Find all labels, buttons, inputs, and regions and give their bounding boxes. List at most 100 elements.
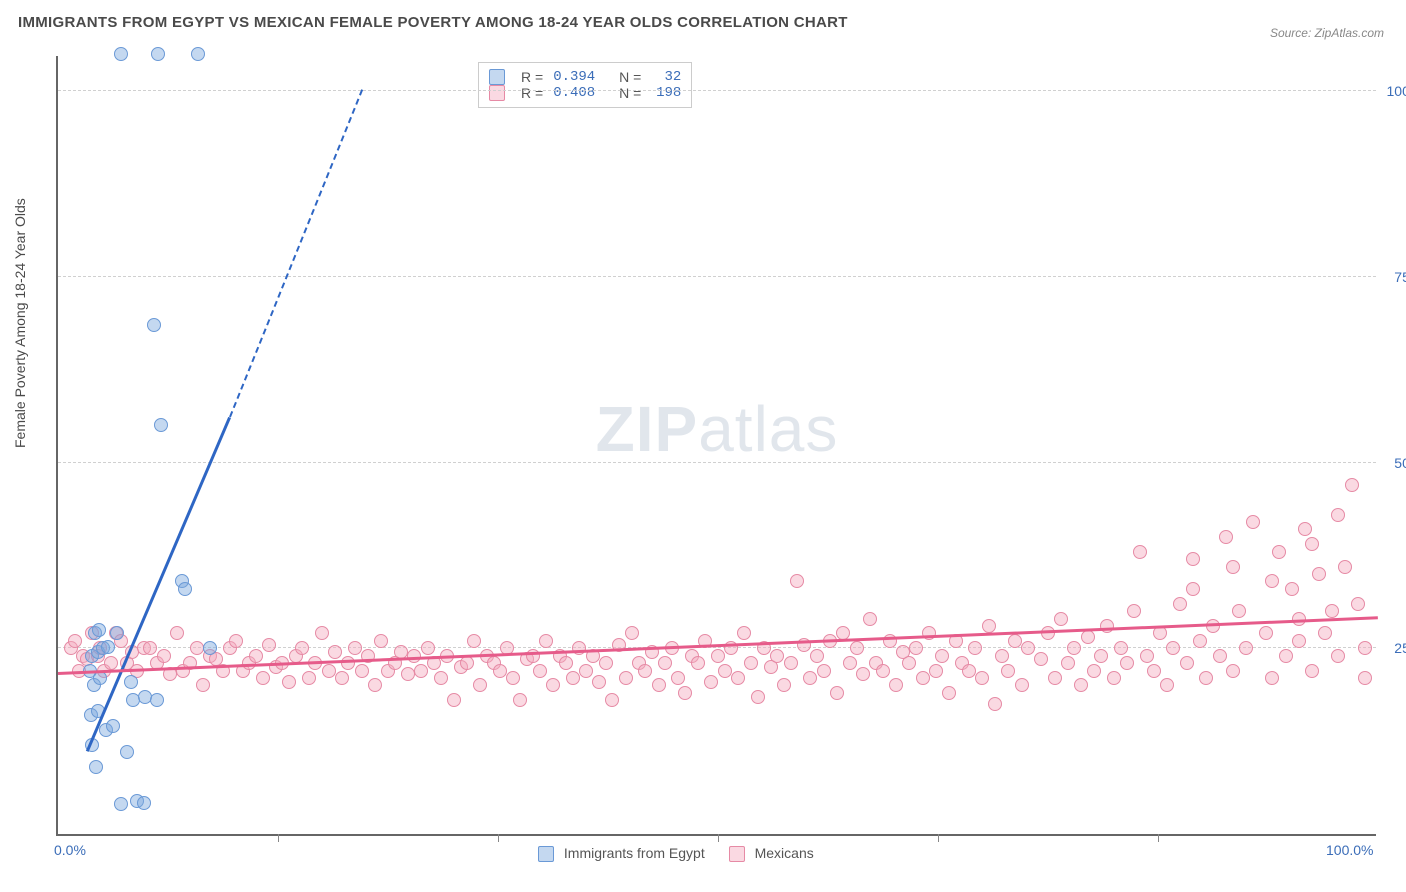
stat-label: R = [521,69,543,85]
point-mexicans [1186,582,1200,596]
point-mexicans [1358,671,1372,685]
point-mexicans [579,664,593,678]
stat-label: N = [619,69,641,85]
point-mexicans [1305,537,1319,551]
trendline-egypt-ext [229,90,363,418]
point-mexicans [1081,630,1095,644]
gridline-h [58,90,1376,91]
point-mexicans [942,686,956,700]
point-mexicans [975,671,989,685]
point-mexicans [1331,508,1345,522]
point-mexicans [929,664,943,678]
scatter-plot-area: ZIPatlas R = 0.394 N = 32 R = 0.408 N = … [56,56,1376,836]
point-mexicans [335,671,349,685]
tick-v [498,834,499,842]
point-mexicans [652,678,666,692]
point-mexicans [784,656,798,670]
point-mexicans [678,686,692,700]
point-mexicans [1219,530,1233,544]
legend-label: Immigrants from Egypt [564,845,705,861]
y-tick-label: 25.0% [1394,640,1406,656]
point-mexicans [1173,597,1187,611]
gridline-h [58,276,1376,277]
point-mexicans [1246,515,1260,529]
point-mexicans [968,641,982,655]
point-mexicans [810,649,824,663]
point-mexicans [473,678,487,692]
point-mexicans [434,671,448,685]
point-mexicans [803,671,817,685]
point-mexicans [1259,626,1273,640]
point-mexicans [770,649,784,663]
point-mexicans [546,678,560,692]
point-mexicans [566,671,580,685]
point-mexicans [282,675,296,689]
point-mexicans [1345,478,1359,492]
point-mexicans [1239,641,1253,655]
point-mexicans [68,634,82,648]
point-egypt [124,675,138,689]
point-mexicans [691,656,705,670]
point-mexicans [249,649,263,663]
point-mexicans [447,693,461,707]
point-mexicans [1180,656,1194,670]
point-mexicans [1206,619,1220,633]
point-mexicans [1041,626,1055,640]
point-mexicans [658,656,672,670]
tick-v [1158,834,1159,842]
stat-label: R = [521,85,543,101]
stat-value: 0.408 [553,85,595,101]
stat-value: 0.394 [553,69,595,85]
swatch-egypt-icon [489,69,505,85]
point-egypt [89,760,103,774]
point-mexicans [1325,604,1339,618]
point-mexicans [493,664,507,678]
point-mexicans [1067,641,1081,655]
tick-v [718,834,719,842]
point-mexicans [1140,649,1154,663]
point-mexicans [414,664,428,678]
point-mexicans [1147,664,1161,678]
point-mexicans [982,619,996,633]
chart-title: IMMIGRANTS FROM EGYPT VS MEXICAN FEMALE … [18,14,848,31]
stats-legend: R = 0.394 N = 32 R = 0.408 N = 198 [478,62,692,108]
series-legend: Immigrants from Egypt Mexicans [538,845,814,862]
point-egypt [110,626,124,640]
point-mexicans [751,690,765,704]
point-mexicans [1107,671,1121,685]
point-mexicans [1226,664,1240,678]
legend-item-egypt: Immigrants from Egypt [538,845,705,862]
point-mexicans [1015,678,1029,692]
point-mexicans [1331,649,1345,663]
point-mexicans [790,574,804,588]
point-mexicans [1265,574,1279,588]
point-mexicans [229,634,243,648]
point-mexicans [744,656,758,670]
point-mexicans [1199,671,1213,685]
point-mexicans [1021,641,1035,655]
point-mexicans [1160,678,1174,692]
point-mexicans [737,626,751,640]
point-mexicans [256,671,270,685]
source-credit: Source: ZipAtlas.com [1270,26,1384,40]
x-tick-label: 100.0% [1326,842,1373,858]
point-mexicans [1312,567,1326,581]
point-egypt [101,640,115,654]
point-mexicans [1226,560,1240,574]
point-mexicans [460,656,474,670]
point-mexicans [592,675,606,689]
point-mexicans [341,656,355,670]
point-mexicans [533,664,547,678]
point-mexicans [322,664,336,678]
point-mexicans [1054,612,1068,626]
point-mexicans [196,678,210,692]
point-mexicans [830,686,844,700]
point-mexicans [302,671,316,685]
point-mexicans [1100,619,1114,633]
point-mexicans [1133,545,1147,559]
point-mexicans [328,645,342,659]
point-mexicans [1358,641,1372,655]
point-mexicans [348,641,362,655]
point-mexicans [559,656,573,670]
point-mexicans [605,693,619,707]
